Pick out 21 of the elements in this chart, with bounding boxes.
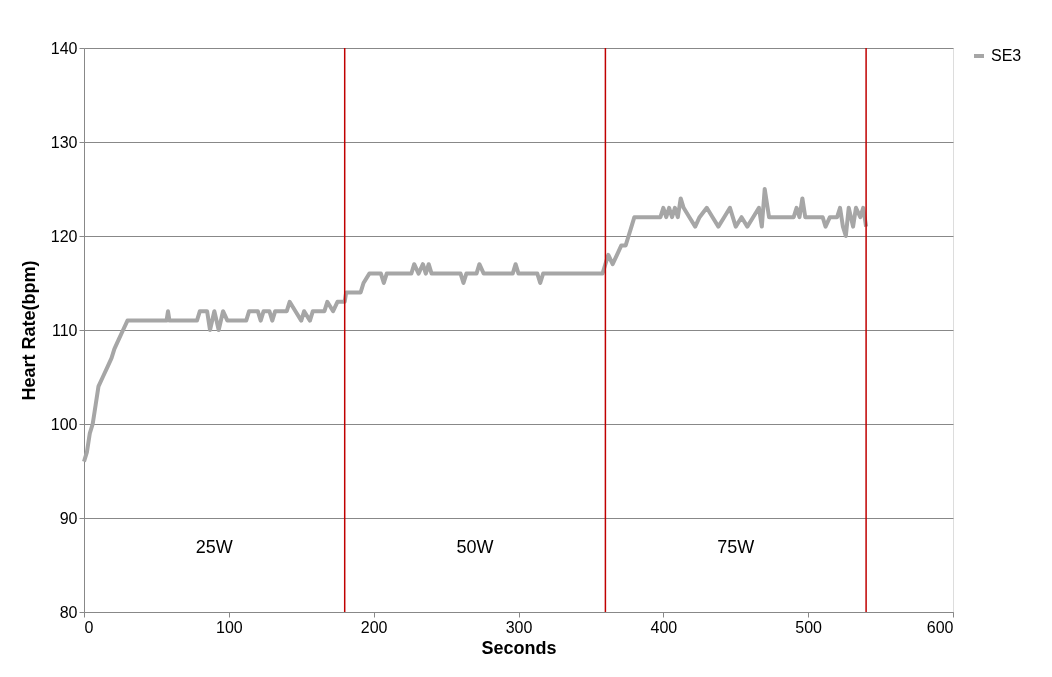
y-tick-label: 80 [59, 603, 78, 621]
annotation: 25W [195, 537, 233, 557]
annotation: 50W [456, 537, 494, 557]
x-tick-label: 200 [360, 618, 388, 636]
x-tick-label: 100 [215, 618, 243, 636]
line-series [82, 187, 869, 464]
y-tick-label: 90 [59, 509, 78, 527]
legend-label: SE3 [991, 47, 1022, 64]
y-tick-label: 120 [50, 227, 78, 245]
x-tick-label: 400 [650, 618, 678, 636]
y-axis-title: Heart Rate(bpm) [18, 260, 39, 401]
x-tick-label: 600 [926, 618, 954, 636]
x-tick-label: 300 [505, 618, 533, 636]
y-tick-label: 130 [50, 133, 78, 151]
x-axis-title: Seconds [481, 637, 557, 658]
y-tick-label: 100 [50, 415, 78, 433]
annotation: 75W [717, 537, 755, 557]
x-tick-label: 500 [795, 618, 823, 636]
y-tick-label: 110 [51, 321, 78, 339]
x-tick-label: 0 [84, 618, 94, 636]
y-tick-label: 140 [50, 39, 78, 57]
